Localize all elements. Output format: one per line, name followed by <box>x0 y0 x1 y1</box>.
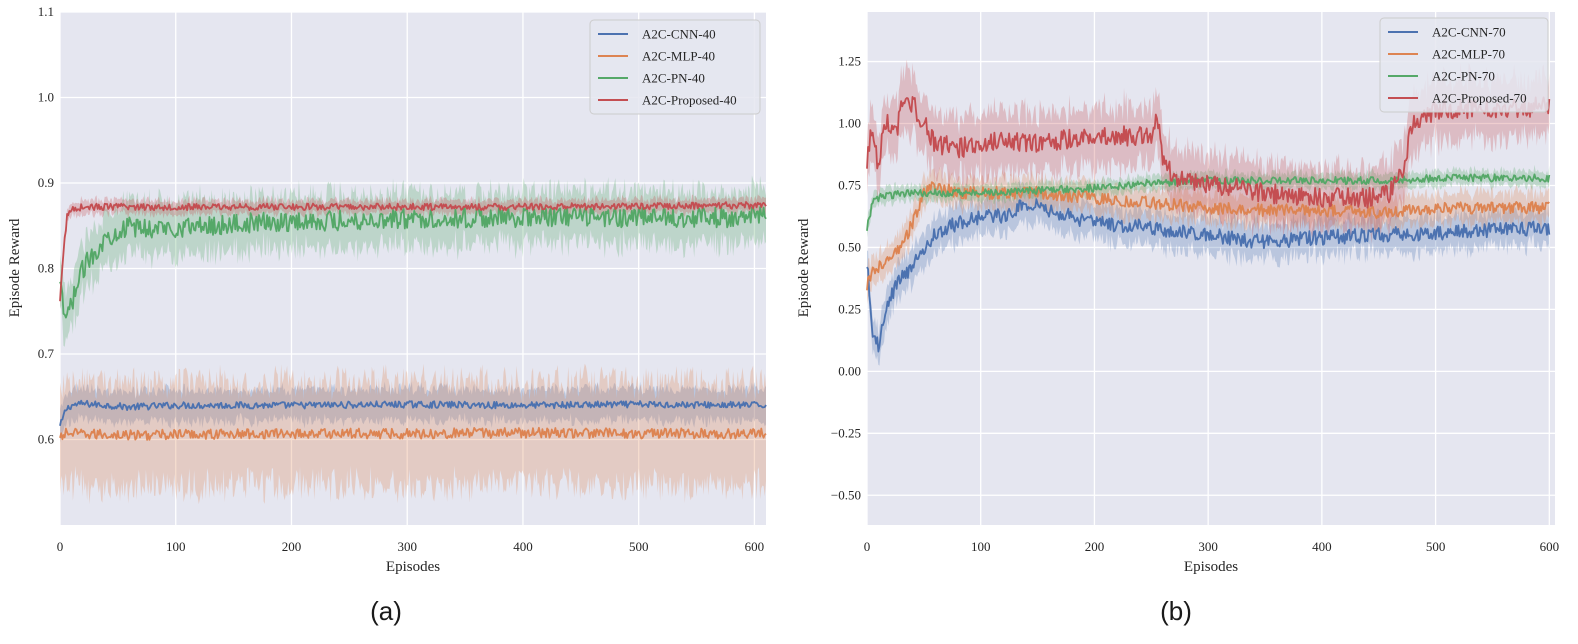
y-tick-label: 1.25 <box>838 54 861 69</box>
series-line-a2c-mlp-40 <box>59 426 767 441</box>
y-tick-label: 0.6 <box>38 432 55 447</box>
series-lines-b <box>866 96 1551 353</box>
x-tick-label: 100 <box>971 539 991 554</box>
series-line-a2c-proposed-70 <box>866 96 1551 209</box>
legend-label: A2C-PN-40 <box>642 71 705 86</box>
y-axis-label-a: Episode Reward <box>7 218 23 317</box>
y-tick-label: 1.00 <box>838 116 861 131</box>
x-tick-label: 200 <box>1085 539 1105 554</box>
x-tick-label: 100 <box>166 539 186 554</box>
x-tick-label: 500 <box>629 539 649 554</box>
legend-label: A2C-Proposed-40 <box>642 93 737 108</box>
y-tick-label: 0.50 <box>838 239 861 254</box>
series-line-a2c-cnn-40 <box>59 399 767 426</box>
legend-label: A2C-MLP-40 <box>642 49 715 64</box>
y-tick-labels-a: 0.6 0.7 0.8 0.9 1.0 1.1 <box>38 4 55 447</box>
x-tick-label: 400 <box>1312 539 1332 554</box>
y-tick-label: 0.75 <box>838 177 861 192</box>
series-lines-a <box>59 201 767 441</box>
y-tick-label: −0.50 <box>831 487 861 502</box>
x-axis-label-a: Episodes <box>386 559 440 575</box>
y-tick-label: 0.9 <box>38 175 54 190</box>
legend-label: A2C-Proposed-70 <box>1432 91 1527 106</box>
series-line-a2c-proposed-40 <box>59 201 767 302</box>
legend-label: A2C-CNN-70 <box>1432 25 1506 40</box>
gridlines-a <box>59 11 766 525</box>
x-tick-label: 200 <box>282 539 302 554</box>
legend-box-b <box>1379 17 1549 113</box>
y-tick-label: −0.25 <box>831 425 861 440</box>
y-tick-label: 0.25 <box>838 301 861 316</box>
legend-a: A2C-CNN-40 A2C-MLP-40 A2C-PN-40 A2C-Propose… <box>589 19 761 115</box>
series-line-a2c-cnn-70 <box>866 198 1551 353</box>
y-tick-label: 1.0 <box>38 90 54 105</box>
gridlines-b <box>866 12 1555 525</box>
legend-b: A2C-CNN-70 A2C-MLP-70 A2C-PN-70 A2C-Propose… <box>1379 17 1549 113</box>
caption-a: (a) <box>370 596 402 626</box>
series-line-a2c-pn-40 <box>59 206 767 319</box>
y-tick-labels-b: −0.50 −0.25 0.00 0.25 0.50 0.75 1.00 1.25 <box>831 54 861 503</box>
panel-a: 0 100 200 300 400 500 600 0.6 0.7 0.8 0.9 1.0 1.1 E… <box>7 4 767 626</box>
x-tick-label: 600 <box>1540 539 1560 554</box>
x-tick-label: 0 <box>864 539 871 554</box>
x-tick-label: 0 <box>57 539 64 554</box>
panel-b: 0 100 200 300 400 500 600 −0.50 −0.25 0.00 0.25 0.… <box>796 12 1559 626</box>
confidence-band-a2c-cnn-70 <box>867 179 1550 366</box>
y-axis-label-b: Episode Reward <box>796 218 812 317</box>
legend-box-a <box>589 19 761 115</box>
x-tick-labels-b: 0 100 200 300 400 500 600 <box>864 539 1559 554</box>
x-tick-label: 600 <box>745 539 765 554</box>
y-tick-label: 0.8 <box>38 261 54 276</box>
caption-b: (b) <box>1160 596 1192 626</box>
legend-label: A2C-MLP-70 <box>1432 47 1505 62</box>
legend-label: A2C-PN-70 <box>1432 69 1495 84</box>
y-tick-label: 0.7 <box>38 346 55 361</box>
confidence-band-a2c-cnn-40 <box>60 381 766 443</box>
y-tick-label: 1.1 <box>38 4 54 19</box>
y-tick-label: 0.00 <box>838 363 861 378</box>
x-axis-label-b: Episodes <box>1184 559 1238 575</box>
legend-label: A2C-CNN-40 <box>642 27 716 42</box>
x-tick-label: 400 <box>513 539 533 554</box>
x-tick-label: 300 <box>1198 539 1218 554</box>
x-tick-label: 500 <box>1426 539 1446 554</box>
x-tick-labels-a: 0 100 200 300 400 500 600 <box>57 539 764 554</box>
x-tick-label: 300 <box>397 539 417 554</box>
